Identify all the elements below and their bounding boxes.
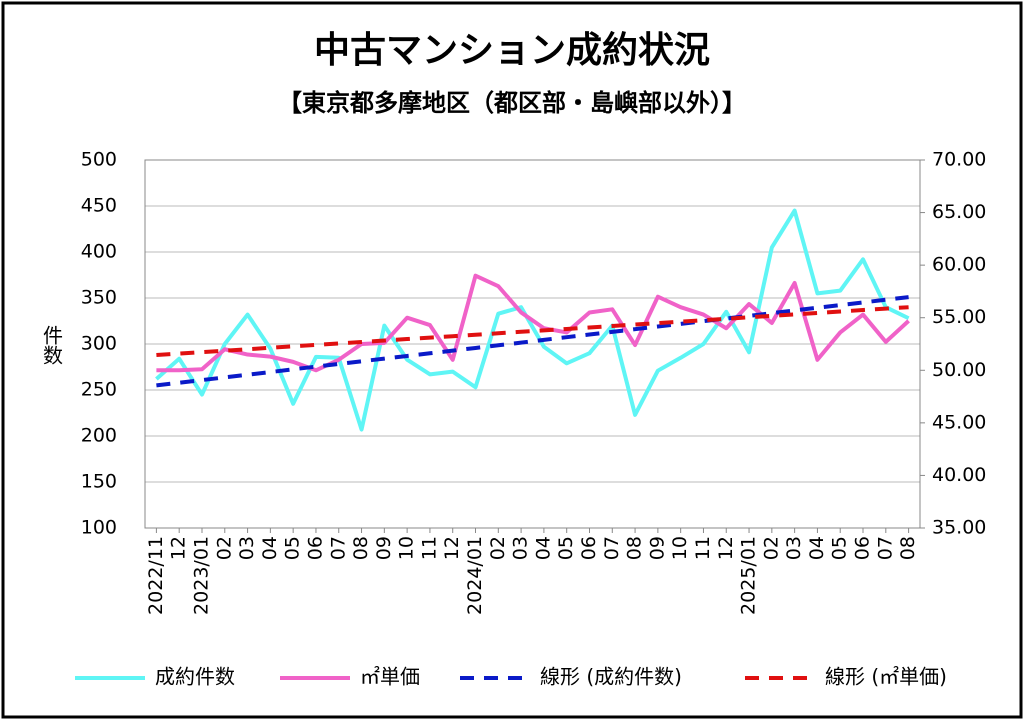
x-tick-label: 06 xyxy=(304,536,326,560)
x-tick-label: 08 xyxy=(897,536,919,560)
y-tick-label: 400 xyxy=(81,241,117,263)
chart-subtitle: 【東京都多摩地区（都区部・島嶼部以外）】 xyxy=(278,89,746,117)
x-tick-label: 10 xyxy=(669,536,691,560)
x-tick-label: 11 xyxy=(418,536,440,560)
x-tick-label: 09 xyxy=(373,536,395,560)
y-tick-label: 250 xyxy=(81,379,117,401)
y-axis-label: 件数 xyxy=(40,325,64,365)
x-tick-label: 2023/01 xyxy=(190,536,212,615)
y2-tick-label: 35.00 xyxy=(932,517,986,539)
x-tick-label: 05 xyxy=(555,536,577,560)
x-tick-label: 10 xyxy=(396,536,418,560)
x-tick-label: 12 xyxy=(168,536,190,560)
x-tick-label: 06 xyxy=(852,536,874,560)
x-tick-label: 2024/01 xyxy=(464,536,486,615)
x-tick-label: 09 xyxy=(646,536,668,560)
x-tick-label: 2022/11 xyxy=(145,536,167,615)
y-tick-label: 150 xyxy=(81,471,117,493)
x-tick-label: 11 xyxy=(692,536,714,560)
x-tick-label: 08 xyxy=(624,536,646,560)
x-tick-label: 04 xyxy=(806,536,828,560)
y-tick-label: 500 xyxy=(81,149,117,171)
x-tick-label: 05 xyxy=(282,536,304,560)
x-tick-label: 03 xyxy=(510,536,532,560)
x-tick-label: 03 xyxy=(783,536,805,560)
series-line xyxy=(156,295,909,388)
legend-label: ㎡単価 xyxy=(360,665,420,689)
y2-tick-label: 50.00 xyxy=(932,359,986,381)
x-tick-label: 07 xyxy=(874,536,896,560)
x-tick-label: 04 xyxy=(259,536,281,560)
y2-tick-label: 70.00 xyxy=(932,149,986,171)
y-tick-label: 300 xyxy=(81,333,117,355)
series-line xyxy=(156,305,909,358)
y-tick-label: 100 xyxy=(81,517,117,539)
y2-tick-label: 40.00 xyxy=(932,464,986,486)
x-tick-label: 03 xyxy=(236,536,258,560)
x-tick-label: 12 xyxy=(715,536,737,560)
y2-tick-label: 45.00 xyxy=(932,411,986,433)
x-tick-label: 02 xyxy=(487,536,509,560)
legend-label: 成約件数 xyxy=(155,665,235,689)
x-tick-label: 08 xyxy=(350,536,372,560)
x-tick-label: 12 xyxy=(441,536,463,560)
y-tick-label: 200 xyxy=(81,425,117,447)
x-tick-label: 2025/01 xyxy=(738,536,760,615)
y2-tick-label: 65.00 xyxy=(932,201,986,223)
x-tick-label: 06 xyxy=(578,536,600,560)
y-tick-label: 350 xyxy=(81,287,117,309)
chart-title: 中古マンション成約状況 xyxy=(314,30,710,71)
legend-label: 線形 (成約件数) xyxy=(540,665,682,689)
plot-area xyxy=(144,159,921,529)
series-line xyxy=(156,273,910,373)
series-line xyxy=(155,208,910,432)
y-tick-label: 450 xyxy=(81,195,117,217)
y2-tick-label: 60.00 xyxy=(932,254,986,276)
x-tick-label: 07 xyxy=(327,536,349,560)
legend-label: 線形 (㎡単価) xyxy=(825,665,947,689)
x-tick-label: 02 xyxy=(760,536,782,560)
y2-tick-label: 55.00 xyxy=(932,306,986,328)
x-tick-label: 07 xyxy=(601,536,623,560)
x-tick-label: 04 xyxy=(532,536,554,560)
x-tick-label: 05 xyxy=(829,536,851,560)
x-tick-label: 02 xyxy=(213,536,235,560)
